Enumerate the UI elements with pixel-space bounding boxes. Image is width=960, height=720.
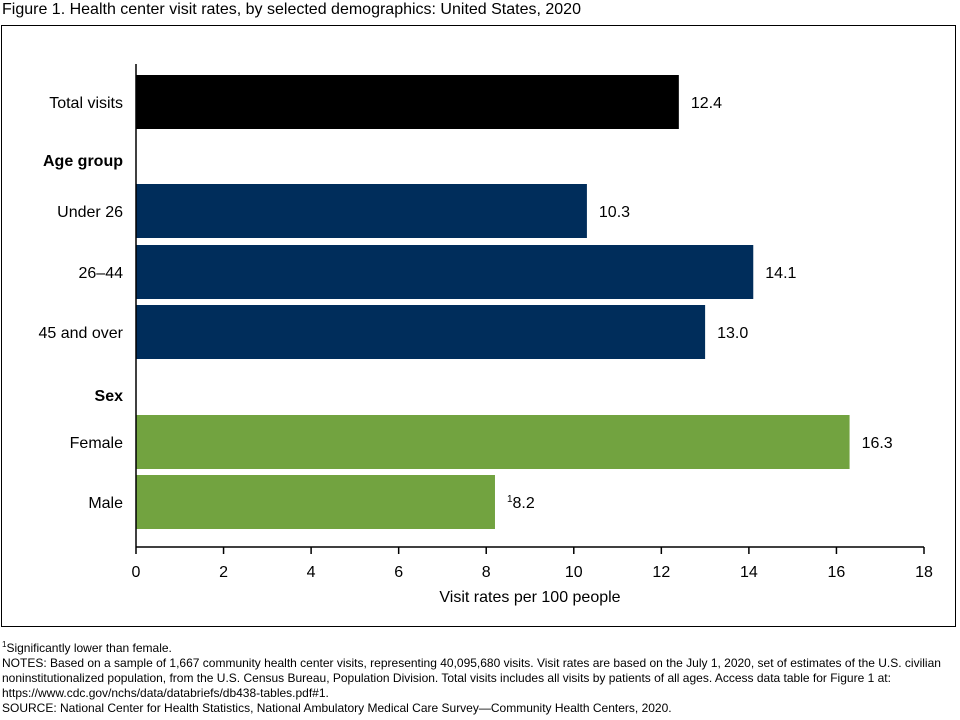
x-tick-label: 16: [828, 564, 846, 581]
value-label: 14.1: [765, 265, 796, 282]
significance-text: Significantly lower than female.: [6, 641, 172, 655]
significance-footnote: 1Significantly lower than female.: [2, 641, 956, 656]
value-label: 10.3: [599, 204, 630, 221]
x-tick-label: 4: [307, 564, 316, 581]
x-tick-label: 12: [652, 564, 670, 581]
footnote-marker: 1: [2, 640, 7, 649]
footnote-marker: 1: [507, 494, 513, 505]
x-tick-label: 14: [740, 564, 758, 581]
category-label: Female: [70, 435, 123, 452]
category-label: 26–44: [79, 265, 124, 282]
bar: [136, 475, 495, 529]
x-tick-label: 18: [915, 564, 933, 581]
figure-title: Figure 1. Health center visit rates, by …: [2, 1, 581, 18]
source-text: SOURCE: National Center for Health Stati…: [2, 701, 672, 715]
value-label: 16.3: [862, 435, 893, 452]
category-label: Total visits: [49, 95, 123, 112]
x-tick-label: 6: [394, 564, 403, 581]
bar-chart: Total visits 12.4 Age group Under 26 10.3 26–…: [38, 64, 933, 606]
value-label: 18.2: [507, 494, 535, 512]
category-label: Male: [88, 495, 123, 512]
value-label: 13.0: [717, 325, 748, 342]
bar: [136, 305, 706, 359]
notes-text: NOTES: Based on a sample of 1,667 commun…: [2, 656, 941, 700]
x-axis-title: Visit rates per 100 people: [439, 589, 620, 606]
group-label: Age group: [43, 153, 123, 170]
x-tick-label: 8: [482, 564, 491, 581]
bar: [136, 75, 679, 129]
chart-frame: Total visits 12.4 Age group Under 26 10.3 26–…: [1, 25, 956, 627]
bar: [136, 245, 754, 299]
figure-notes: 1Significantly lower than female. NOTES:…: [2, 641, 956, 716]
category-label: Under 26: [57, 204, 123, 221]
value-label: 12.4: [691, 95, 722, 112]
group-label: Sex: [95, 388, 124, 405]
value-text: 8.2: [513, 495, 535, 512]
bar: [136, 184, 587, 238]
category-label: 45 and over: [38, 325, 123, 342]
bar: [136, 415, 850, 469]
x-tick-label: 10: [565, 564, 583, 581]
x-tick-label: 2: [219, 564, 228, 581]
x-tick-label: 0: [132, 564, 141, 581]
